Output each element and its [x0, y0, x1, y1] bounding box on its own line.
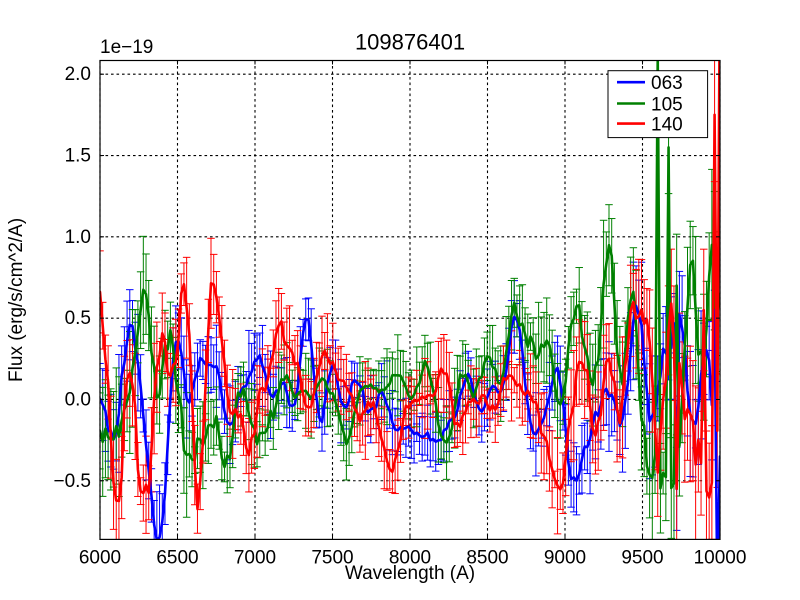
svg-text:105: 105: [651, 94, 683, 115]
svg-text:2.0: 2.0: [65, 64, 91, 85]
svg-text:140: 140: [651, 114, 683, 135]
svg-text:Flux (erg/s/cm^2/A): Flux (erg/s/cm^2/A): [6, 218, 27, 382]
svg-text:063: 063: [651, 73, 683, 94]
svg-text:10000: 10000: [694, 547, 747, 568]
svg-text:1.0: 1.0: [65, 227, 91, 248]
svg-text:9500: 9500: [621, 547, 663, 568]
svg-text:6000: 6000: [79, 547, 121, 568]
svg-text:0.0: 0.0: [65, 389, 91, 410]
svg-text:−0.5: −0.5: [53, 471, 91, 492]
svg-text:1e−19: 1e−19: [100, 37, 153, 58]
svg-text:109876401: 109876401: [355, 30, 465, 55]
svg-text:7000: 7000: [234, 547, 276, 568]
svg-text:Wavelength (A): Wavelength (A): [345, 563, 475, 584]
svg-text:0.5: 0.5: [65, 308, 91, 329]
svg-text:9000: 9000: [544, 547, 586, 568]
svg-text:6500: 6500: [156, 547, 198, 568]
svg-text:1.5: 1.5: [65, 146, 91, 167]
